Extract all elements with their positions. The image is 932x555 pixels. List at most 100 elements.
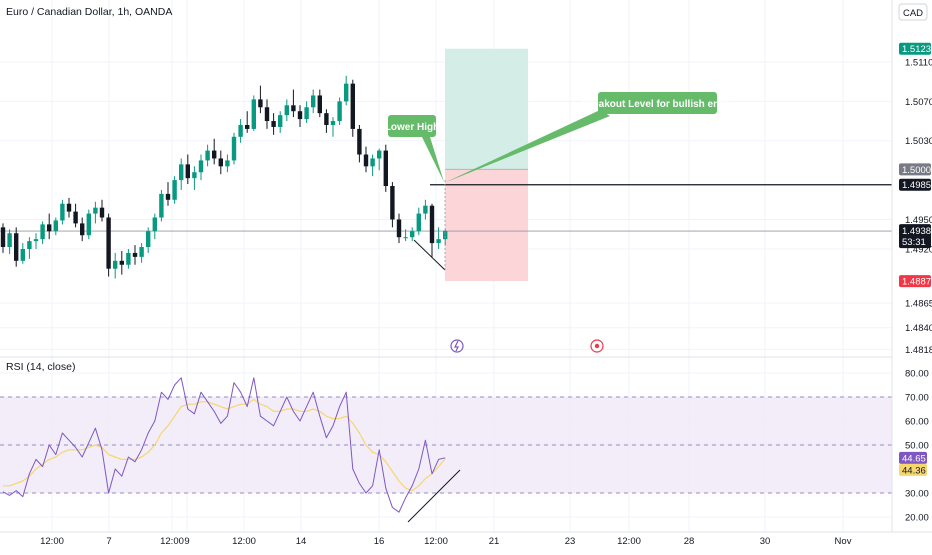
- lower-high-label: Lower High: [385, 122, 439, 133]
- candle-body: [231, 136, 237, 161]
- candle-body: [383, 150, 388, 187]
- candle-body: [324, 113, 329, 125]
- candle-body: [218, 158, 223, 167]
- rsi-tick-label: 80.00: [905, 369, 929, 380]
- candle-body: [429, 205, 435, 244]
- candle-body: [225, 160, 230, 167]
- take-profit-tag: 1.51235: [902, 44, 932, 55]
- price-tick-label: 1.48650: [905, 299, 932, 310]
- rsi-tick-label: 60.00: [905, 417, 929, 428]
- economic-event-icon[interactable]: [590, 339, 604, 353]
- axes-layer: 12:00 7 12:00 9 12:00 14 16 12:00 21 23 12:00 28 30 N…: [40, 58, 932, 548]
- candle-body: [403, 237, 408, 239]
- candle-body: [390, 186, 395, 220]
- candles-layer: [0, 75, 448, 279]
- candle-body: [330, 121, 336, 125]
- entry-tag-bg: [899, 163, 931, 176]
- candle-body: [66, 203, 72, 212]
- rsi-value-tag-bg: [899, 451, 927, 464]
- candle-body: [344, 83, 349, 102]
- candle-body: [132, 252, 138, 257]
- symbol-title[interactable]: Euro / Canadian Dollar, 1h, OANDA: [6, 6, 172, 18]
- rsi-ma-value-tag: 44.36: [902, 465, 926, 476]
- breakout-tag-bg: [899, 178, 931, 191]
- candle-body: [152, 217, 157, 232]
- breakout-pointer: [444, 110, 610, 183]
- rsi-ma-value-tag-bg: [899, 463, 927, 476]
- time-tick-label: 28: [684, 536, 695, 547]
- candle-body: [86, 213, 91, 236]
- price-tick-label: 1.49500: [905, 215, 932, 226]
- last-price-tag: 1.49382: [902, 226, 932, 237]
- price-trendline: [413, 239, 446, 271]
- stop-loss-tag-bg: [899, 275, 931, 288]
- breakout-label: Breakout Level for bullish entry: [582, 99, 732, 110]
- candle-body: [304, 107, 309, 120]
- candle-body: [337, 101, 342, 122]
- candle-body: [113, 260, 118, 269]
- last-price-tag-bg: [899, 224, 931, 249]
- time-tick-label: 9: [184, 536, 189, 547]
- time-tick-label: 12:00: [160, 536, 184, 547]
- time-tick-label: 16: [374, 536, 385, 547]
- breakout-box: [598, 92, 717, 114]
- candle-body: [185, 164, 190, 179]
- candle-body: [245, 124, 250, 129]
- lower-high-pointer: [422, 137, 444, 182]
- price-tick-label: 1.49200: [905, 245, 932, 256]
- candle-body: [258, 99, 263, 108]
- candle-body: [377, 150, 382, 159]
- price-tick-label: 1.48180: [905, 345, 932, 356]
- breakout-tag: 1.49853: [902, 180, 932, 191]
- time-tick-label: 14: [296, 536, 307, 547]
- position-zones: [0, 48, 892, 282]
- candle-body: [278, 115, 283, 127]
- rsi-title[interactable]: RSI (14, close): [6, 361, 75, 373]
- candle-body: [73, 211, 78, 224]
- candle-body: [271, 121, 276, 127]
- candle-body: [205, 150, 210, 161]
- breakout-callout: Breakout Level for bullish entry: [444, 92, 732, 183]
- candle-body: [99, 207, 105, 218]
- candle-body: [47, 224, 52, 232]
- candle-body: [27, 241, 32, 249]
- candle-body: [396, 219, 402, 238]
- countdown-tag: 53:31: [902, 237, 926, 248]
- price-tick-label: 1.48400: [905, 323, 932, 334]
- rsi-line: [2, 377, 446, 513]
- candle-body: [291, 105, 296, 112]
- time-tick-label: 21: [489, 536, 500, 547]
- candle-body: [126, 252, 131, 265]
- stop-loss-tag: 1.48874: [902, 277, 932, 288]
- dividend-event-icon[interactable]: [450, 339, 464, 353]
- candle-body: [40, 224, 45, 240]
- candle-body: [212, 150, 217, 159]
- take-profit-tag-bg: [899, 42, 931, 55]
- candle-body: [139, 247, 144, 257]
- candle-body: [264, 107, 270, 122]
- time-tick-label: 12:00: [40, 536, 64, 547]
- currency-button[interactable]: [898, 3, 928, 21]
- candle-body: [7, 233, 12, 248]
- candle-body: [311, 95, 316, 108]
- time-tick-label: 7: [106, 536, 111, 547]
- candle-body: [14, 233, 19, 261]
- candle-body: [363, 154, 369, 167]
- rsi-layer: [0, 377, 892, 513]
- time-tick-label: 23: [565, 536, 576, 547]
- candle-body: [350, 83, 355, 129]
- currency-label: CAD: [903, 8, 923, 19]
- rsi-value-tag: 44.65: [902, 453, 926, 464]
- rsi-band-fill: [0, 397, 892, 493]
- price-tick-label: 1.51100: [905, 58, 932, 69]
- time-tick-label: Nov: [835, 536, 852, 547]
- candle-body: [198, 160, 204, 173]
- candle-body: [410, 231, 415, 238]
- candle-body: [370, 158, 375, 167]
- price-tick-label: 1.50300: [905, 136, 932, 147]
- candle-body: [443, 231, 448, 240]
- candle-body: [159, 193, 164, 218]
- entry-tag: 1.50009: [902, 165, 932, 176]
